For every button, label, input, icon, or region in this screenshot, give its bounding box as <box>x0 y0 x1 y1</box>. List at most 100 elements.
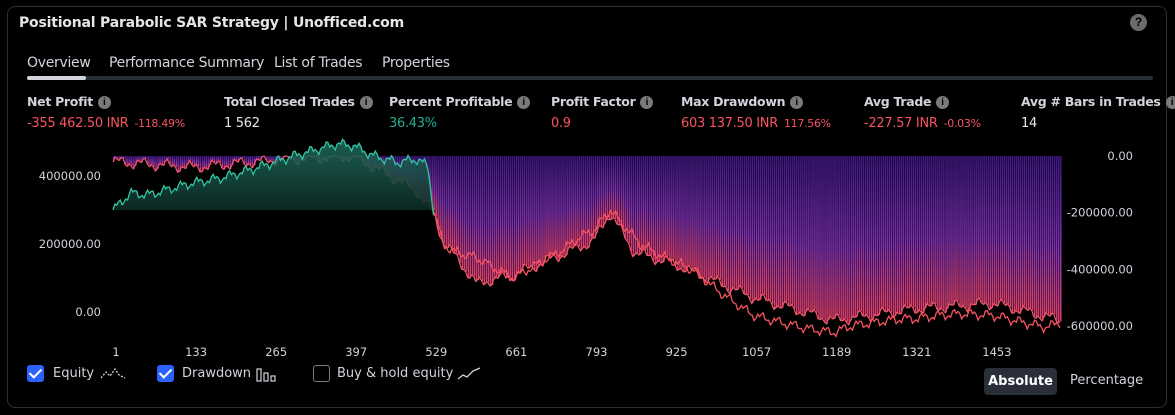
info-icon[interactable]: i <box>936 96 950 109</box>
drawdown-bar <box>272 156 274 162</box>
drawdown-bar <box>429 156 431 204</box>
metric-percent: -118.49% <box>134 117 185 130</box>
drawdown-bar <box>193 156 196 167</box>
drawdown-bar <box>572 156 574 249</box>
drawdown-bar <box>201 156 204 172</box>
drawdown-bar <box>574 156 576 247</box>
x-axis-tick-label: 793 <box>586 345 608 359</box>
drawdown-bar <box>973 156 975 305</box>
info-icon[interactable]: i <box>359 96 373 109</box>
drawdown-bar <box>792 156 794 305</box>
tab-properties[interactable]: Properties <box>382 55 450 71</box>
x-axis-tick-label: 265 <box>265 345 287 359</box>
drawdown-bar <box>288 156 290 157</box>
drawdown-bar <box>274 156 276 167</box>
drawdown-bar <box>477 156 480 280</box>
drawdown-bar <box>147 156 149 164</box>
drawdown-bar <box>999 156 1002 302</box>
drawdown-bar <box>578 156 580 247</box>
metric-label: Max Drawdown <box>681 94 786 109</box>
drawdown-bar <box>717 156 720 277</box>
drawdown-bar <box>739 156 742 286</box>
absolute-button[interactable]: Absolute <box>984 368 1057 395</box>
checkbox-drawdown[interactable] <box>157 365 174 382</box>
drawdown-bar <box>862 156 865 316</box>
equity-line <box>112 138 435 216</box>
drawdown-bar <box>933 156 935 303</box>
drawdown-bar <box>1035 156 1038 319</box>
metric-max-drawdown: Max Drawdown i 603 137.50 INR 117.56% <box>681 93 831 131</box>
metric-percent: 117.56% <box>783 117 831 130</box>
metric-label: Net Profit <box>27 94 93 109</box>
metric-percent-profitable: Percent Profitable i 36.43% <box>389 93 531 131</box>
drawdown-bar <box>606 156 609 220</box>
drawdown-bar <box>610 156 613 220</box>
drawdown-bar <box>939 156 941 311</box>
tab-overview[interactable]: Overview <box>27 55 91 71</box>
drawdown-bar <box>931 156 933 306</box>
drawdown-bar <box>784 156 786 303</box>
percentage-button[interactable]: Percentage <box>1070 373 1144 388</box>
right-axis: 0.00 -200000.00 -400000.00 -600000.00 <box>1067 149 1133 333</box>
drawdown-bar <box>854 156 857 318</box>
drawdown-bar <box>205 156 208 169</box>
checkbox-equity[interactable] <box>27 365 44 382</box>
drawdown-bar <box>598 156 601 227</box>
drawdown-bar <box>1019 156 1022 314</box>
drawdown-bar <box>449 156 452 245</box>
drawdown-bar <box>991 156 994 308</box>
drawdown-bar <box>850 156 853 321</box>
info-icon[interactable]: i <box>1165 96 1175 109</box>
drawdown-bar <box>135 156 137 166</box>
drawdown-bar <box>217 156 220 162</box>
drawdown-bar <box>209 156 212 165</box>
tab-performance-summary[interactable]: Performance Summary <box>109 55 265 71</box>
info-icon[interactable]: i <box>640 96 654 109</box>
drawdown-bar <box>961 156 963 308</box>
drawdown-bar <box>842 156 844 321</box>
drawdown-bar <box>675 156 677 265</box>
drawdown-bar <box>254 156 256 166</box>
drawdown-bar <box>725 156 728 287</box>
drawdown-bar <box>471 156 474 275</box>
x-axis-tick-label: 133 <box>185 345 207 359</box>
help-icon[interactable]: ? <box>1130 14 1147 31</box>
drawdown-bar <box>608 156 611 220</box>
drawdown-bar <box>431 156 433 210</box>
drawdown-bar <box>453 156 456 253</box>
metric-total-closed-trades: Total Closed Trades i 1 562 <box>224 93 373 131</box>
tab-list-of-trades[interactable]: List of Trades <box>274 55 363 71</box>
drawdown-bar <box>711 156 713 277</box>
drawdown-bar <box>967 156 969 312</box>
info-icon[interactable]: i <box>97 96 111 109</box>
drawdown-bar <box>576 156 578 244</box>
drawdown-bar <box>580 156 583 251</box>
drawdown-bar <box>695 156 697 268</box>
drawdown-bar <box>923 156 925 313</box>
drawdown-bar <box>749 156 752 300</box>
drawdown-bar <box>483 156 486 285</box>
drawdown-bar <box>798 156 800 314</box>
drawdown-bar <box>888 156 891 310</box>
metric-net-profit: Net Profit i -355 462.50 INR -118.49% <box>27 93 185 131</box>
checkbox-buy-hold[interactable] <box>313 365 330 382</box>
drawdown-bar <box>929 156 931 306</box>
drawdown-bar <box>852 156 855 317</box>
equity-line-icon <box>100 367 126 379</box>
drawdown-bar <box>884 156 887 312</box>
drawdown-bar <box>892 156 895 318</box>
drawdown-bar <box>757 156 760 301</box>
drawdown-bar <box>133 156 135 169</box>
info-icon[interactable]: i <box>790 96 804 109</box>
drawdown-bar <box>1031 156 1034 311</box>
x-axis-tick-label: 529 <box>425 345 447 359</box>
drawdown-bar <box>759 156 762 300</box>
drawdown-bar <box>153 156 155 167</box>
drawdown-bar <box>614 156 617 219</box>
info-icon[interactable]: i <box>517 96 531 109</box>
drawdown-bar <box>550 156 552 259</box>
drawdown-bar <box>237 156 240 162</box>
drawdown-bar <box>481 156 484 281</box>
drawdown-bar <box>235 156 238 161</box>
